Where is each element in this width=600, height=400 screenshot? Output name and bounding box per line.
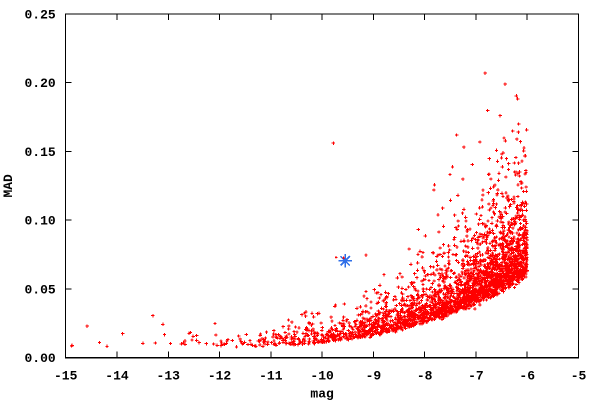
svg-text:0.25: 0.25 [24, 8, 55, 23]
svg-text:-11: -11 [259, 369, 283, 384]
svg-text:MAD: MAD [1, 174, 16, 198]
svg-text:0.20: 0.20 [24, 76, 55, 91]
svg-text:0.05: 0.05 [24, 282, 55, 297]
svg-text:-7: -7 [468, 369, 484, 384]
svg-text:-12: -12 [208, 369, 232, 384]
svg-text:-5: -5 [571, 369, 587, 384]
svg-text:0.00: 0.00 [24, 351, 55, 366]
svg-text:0.15: 0.15 [24, 145, 55, 160]
svg-text:-13: -13 [157, 369, 181, 384]
svg-text:-8: -8 [417, 369, 433, 384]
svg-text:-15: -15 [54, 369, 78, 384]
svg-text:mag: mag [310, 387, 334, 400]
svg-text:0.10: 0.10 [24, 214, 55, 229]
svg-text:-9: -9 [366, 369, 382, 384]
svg-text:-14: -14 [105, 369, 129, 384]
svg-text:-6: -6 [519, 369, 535, 384]
svg-text:-10: -10 [310, 369, 334, 384]
